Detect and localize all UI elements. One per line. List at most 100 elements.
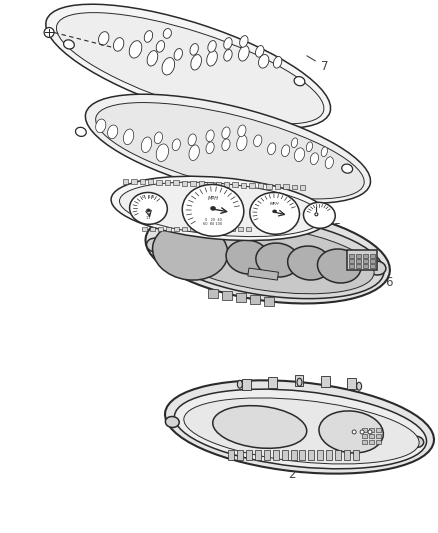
- Ellipse shape: [44, 28, 54, 37]
- Ellipse shape: [258, 54, 269, 68]
- Bar: [362, 428, 367, 432]
- Bar: [363, 264, 368, 268]
- Text: 60  80 100: 60 80 100: [204, 222, 223, 227]
- Ellipse shape: [319, 411, 383, 453]
- Ellipse shape: [255, 45, 264, 57]
- Bar: [356, 254, 361, 258]
- Ellipse shape: [237, 135, 247, 151]
- Ellipse shape: [113, 38, 124, 51]
- Bar: [182, 181, 187, 185]
- Bar: [349, 259, 354, 263]
- Ellipse shape: [154, 132, 162, 144]
- Ellipse shape: [318, 249, 361, 283]
- Bar: [174, 227, 179, 231]
- Bar: [241, 183, 246, 188]
- Bar: [283, 184, 289, 189]
- Ellipse shape: [222, 127, 230, 139]
- Ellipse shape: [208, 41, 216, 52]
- Bar: [206, 227, 211, 231]
- Ellipse shape: [206, 130, 214, 142]
- Ellipse shape: [321, 147, 328, 157]
- Bar: [349, 264, 354, 268]
- Ellipse shape: [368, 261, 386, 275]
- Bar: [198, 181, 204, 186]
- Ellipse shape: [57, 13, 324, 124]
- Ellipse shape: [174, 49, 183, 60]
- Ellipse shape: [352, 430, 356, 434]
- Bar: [249, 183, 255, 188]
- Bar: [238, 227, 243, 231]
- Bar: [237, 450, 243, 460]
- Ellipse shape: [130, 192, 167, 224]
- Ellipse shape: [189, 145, 199, 160]
- Ellipse shape: [191, 54, 201, 70]
- Ellipse shape: [256, 243, 300, 277]
- Ellipse shape: [325, 157, 333, 168]
- Bar: [353, 450, 359, 460]
- Ellipse shape: [166, 416, 179, 427]
- Ellipse shape: [297, 378, 302, 386]
- Bar: [140, 179, 145, 184]
- Ellipse shape: [254, 135, 262, 147]
- Ellipse shape: [213, 406, 307, 448]
- Bar: [190, 227, 195, 231]
- Bar: [123, 179, 128, 183]
- Ellipse shape: [152, 222, 228, 280]
- Ellipse shape: [342, 164, 353, 173]
- Bar: [156, 180, 162, 185]
- Bar: [131, 179, 137, 184]
- Bar: [318, 450, 323, 460]
- Ellipse shape: [120, 182, 322, 237]
- Bar: [369, 428, 374, 432]
- Bar: [258, 183, 263, 188]
- Ellipse shape: [108, 125, 118, 139]
- Ellipse shape: [360, 430, 364, 434]
- Bar: [208, 289, 218, 298]
- Bar: [370, 254, 375, 258]
- Ellipse shape: [315, 213, 318, 216]
- Ellipse shape: [165, 381, 434, 474]
- Bar: [222, 291, 232, 300]
- Ellipse shape: [288, 246, 331, 280]
- Ellipse shape: [188, 134, 196, 146]
- Ellipse shape: [129, 41, 142, 58]
- Bar: [190, 181, 196, 186]
- Bar: [362, 434, 367, 438]
- Ellipse shape: [144, 31, 153, 42]
- Text: MPH: MPH: [270, 203, 279, 206]
- Bar: [142, 227, 148, 231]
- Text: 7: 7: [307, 56, 328, 73]
- Ellipse shape: [273, 56, 282, 68]
- Ellipse shape: [146, 209, 150, 212]
- Ellipse shape: [224, 38, 232, 49]
- Bar: [356, 259, 361, 263]
- Bar: [173, 180, 179, 185]
- Bar: [165, 180, 170, 185]
- Ellipse shape: [184, 398, 419, 464]
- Bar: [264, 297, 274, 306]
- Text: 4: 4: [261, 173, 273, 192]
- Ellipse shape: [163, 29, 171, 38]
- Ellipse shape: [239, 46, 249, 61]
- Ellipse shape: [211, 206, 215, 211]
- Bar: [362, 440, 367, 444]
- Ellipse shape: [156, 144, 169, 161]
- Bar: [264, 450, 270, 460]
- Ellipse shape: [268, 143, 276, 155]
- Ellipse shape: [250, 192, 300, 234]
- Bar: [159, 227, 163, 231]
- Ellipse shape: [146, 238, 164, 252]
- Bar: [300, 450, 305, 460]
- Ellipse shape: [240, 36, 248, 47]
- Text: 1/1: 1/1: [146, 216, 151, 220]
- Bar: [224, 182, 230, 187]
- Text: 5: 5: [320, 217, 341, 235]
- Bar: [290, 450, 297, 460]
- Bar: [300, 185, 305, 190]
- Text: 2: 2: [288, 459, 295, 481]
- Bar: [376, 434, 381, 438]
- Bar: [308, 450, 314, 460]
- Ellipse shape: [357, 382, 362, 390]
- Bar: [273, 450, 279, 460]
- Ellipse shape: [207, 51, 217, 66]
